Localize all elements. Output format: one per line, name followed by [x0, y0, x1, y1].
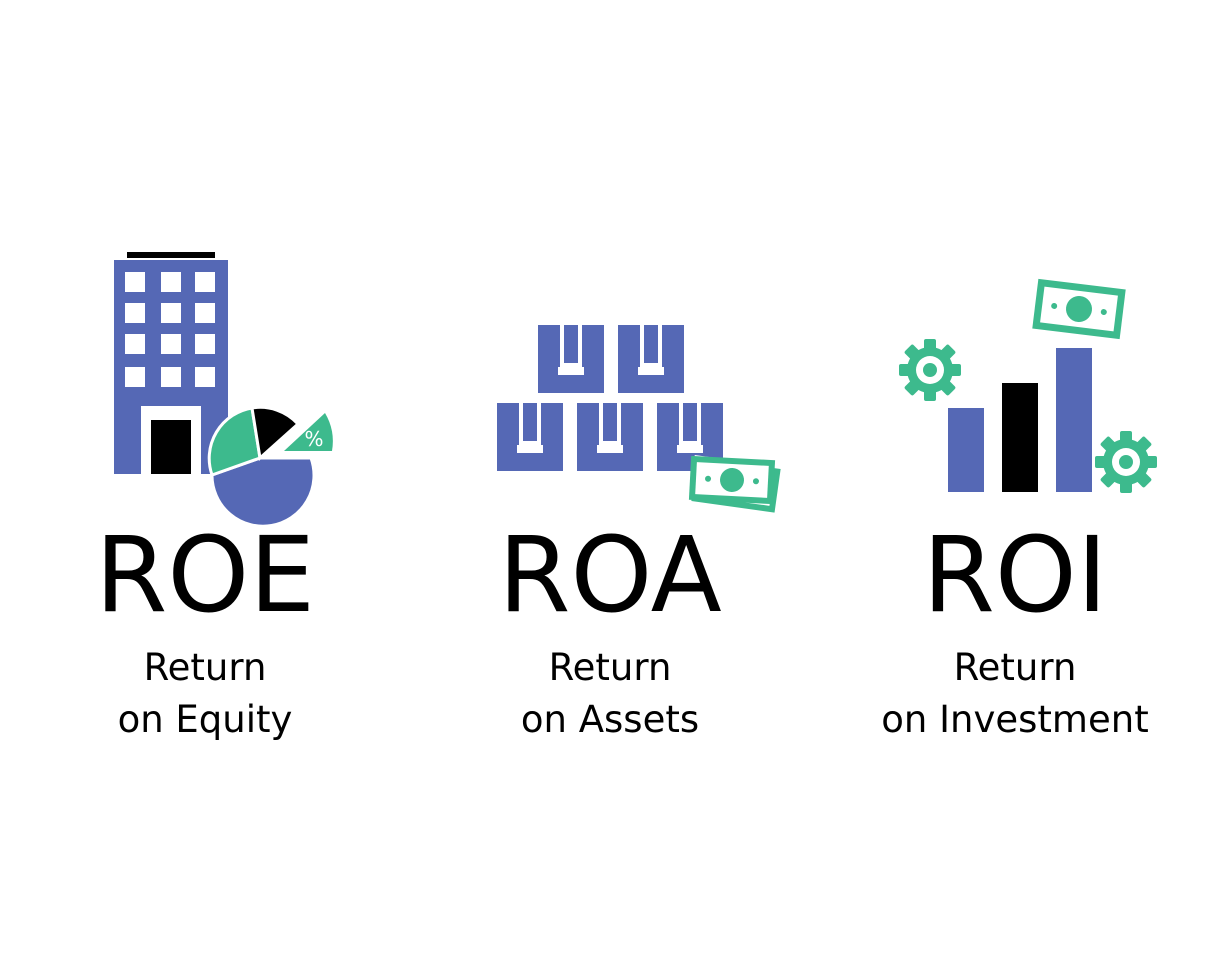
roe-description: Return on Equity — [5, 642, 405, 746]
roe-acronym: ROE — [95, 514, 315, 636]
roa-description: Return on Assets — [410, 642, 810, 746]
roe-description-line1: Return — [143, 646, 267, 689]
roa-description-line2: on Assets — [520, 698, 700, 741]
roi-description-line1: Return — [953, 646, 1077, 689]
building-pie-chart-icon: % — [5, 230, 405, 530]
roa-card: ROA Return on Assets — [410, 230, 810, 770]
percent-badge: % — [304, 427, 323, 451]
roi-acronym: ROI — [922, 514, 1108, 636]
stacked-boxes-money-icon — [410, 230, 810, 530]
roa-acronym: ROA — [498, 514, 722, 636]
roi-description-line2: on Investment — [881, 698, 1149, 741]
bar-chart-gears-money-icon — [815, 230, 1215, 530]
roe-card: % ROE Return on Equity — [5, 230, 405, 770]
roi-card: ROI Return on Investment — [815, 230, 1215, 770]
roe-description-line2: on Equity — [117, 698, 293, 741]
roa-description-line1: Return — [548, 646, 672, 689]
gear-icon — [1095, 431, 1157, 493]
roi-description: Return on Investment — [815, 642, 1215, 746]
gear-icon — [899, 339, 961, 401]
